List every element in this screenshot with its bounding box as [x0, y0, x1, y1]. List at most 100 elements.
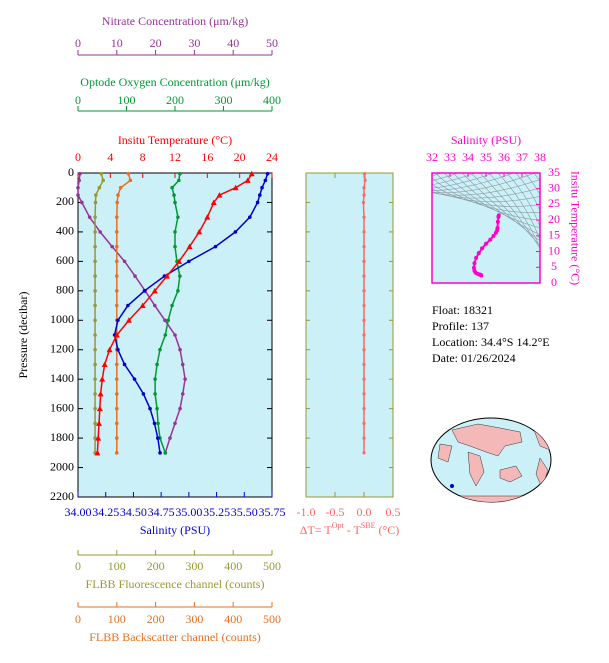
- y-tick-label: 25: [548, 196, 560, 210]
- y-tick-label: 1400: [50, 371, 74, 385]
- y-axis-title: Pressure (decibar): [16, 292, 30, 379]
- density-contour: [432, 173, 536, 194]
- marker: [362, 186, 366, 190]
- marker: [93, 362, 97, 367]
- x-tick-label: 16: [201, 150, 213, 164]
- density-contour: [479, 173, 540, 249]
- x-tick-label: 4: [107, 150, 113, 164]
- density-contour: [506, 173, 540, 229]
- x-tick-label: 100: [108, 612, 126, 626]
- float-location: [450, 484, 454, 488]
- x-tick-label: 400: [224, 559, 242, 573]
- density-contour: [432, 188, 540, 203]
- marker: [168, 436, 172, 440]
- marker: [363, 178, 367, 182]
- x-tick-label: 35.75: [259, 505, 286, 519]
- y-tick-label: 35: [548, 165, 560, 179]
- marker: [163, 273, 170, 279]
- marker: [93, 259, 97, 264]
- marker: [133, 274, 137, 278]
- x-tick-label: 300: [185, 612, 203, 626]
- marker: [362, 377, 366, 381]
- profile-line: [96, 173, 253, 453]
- marker: [178, 274, 182, 278]
- marker: [99, 376, 106, 382]
- marker: [362, 451, 366, 455]
- x-tick-label: 400: [224, 612, 242, 626]
- marker: [115, 259, 119, 264]
- marker: [93, 406, 97, 411]
- x-tick-label: 200: [147, 559, 165, 573]
- marker: [93, 436, 97, 440]
- x-axis-title: Salinity (PSU): [451, 133, 521, 147]
- density-contour: [461, 173, 540, 242]
- density-contour: [452, 173, 540, 235]
- marker: [94, 193, 98, 197]
- x-axis-title-part: SBE: [361, 521, 376, 530]
- y-tick-label: 0: [68, 165, 74, 179]
- ts-marker: [491, 233, 496, 238]
- marker: [362, 362, 366, 367]
- ts-marker: [476, 251, 481, 256]
- ts-marker: [496, 215, 501, 219]
- marker: [186, 243, 193, 250]
- marker: [176, 215, 180, 219]
- marker: [87, 215, 92, 219]
- profile-line: [116, 173, 132, 453]
- marker: [244, 177, 251, 183]
- marker: [362, 318, 366, 322]
- marker: [95, 435, 102, 441]
- marker: [122, 259, 127, 264]
- x-tick-label: 500: [263, 612, 281, 626]
- marker: [362, 392, 366, 396]
- x-axis-title: FLBB Backscatter channel (counts): [89, 630, 261, 644]
- marker: [93, 377, 97, 381]
- marker: [210, 199, 217, 205]
- marker: [115, 200, 119, 205]
- marker: [141, 392, 146, 396]
- x-tick-label: 12: [169, 150, 181, 164]
- density-contour: [515, 173, 540, 212]
- y-tick-label: 200: [56, 194, 74, 208]
- marker: [116, 347, 120, 352]
- density-contour: [432, 173, 515, 191]
- marker: [93, 230, 97, 234]
- marker: [115, 421, 119, 426]
- ts-marker: [488, 237, 493, 242]
- marker: [362, 436, 366, 440]
- x-tick-label: 38: [534, 150, 546, 164]
- marker: [93, 392, 97, 396]
- marker: [213, 244, 218, 249]
- density-contours: [432, 173, 540, 249]
- marker: [178, 406, 182, 411]
- density-contour: [434, 173, 540, 221]
- marker: [139, 302, 146, 309]
- marker: [173, 421, 177, 426]
- marker: [233, 230, 238, 234]
- marker: [196, 228, 203, 235]
- y-tick-label: 1000: [50, 312, 74, 326]
- y-tick-label: 1200: [50, 341, 74, 355]
- x-tick-label: 8: [140, 150, 146, 164]
- marker: [163, 333, 168, 337]
- marker: [113, 332, 120, 338]
- y-tick-label: 5: [551, 259, 557, 273]
- marker: [93, 215, 97, 219]
- marker: [118, 185, 123, 190]
- marker: [177, 178, 181, 183]
- marker: [362, 348, 366, 352]
- x-tick-label: 33: [444, 150, 456, 164]
- marker: [180, 392, 185, 396]
- profile-line: [113, 173, 269, 453]
- marker: [178, 171, 182, 176]
- marker: [110, 244, 114, 249]
- marker: [122, 362, 127, 367]
- x-tick-label: 0.5: [386, 505, 401, 519]
- ts-marker: [472, 261, 477, 266]
- marker: [173, 200, 177, 205]
- marker: [153, 303, 157, 308]
- marker: [76, 185, 80, 190]
- y-tick-label: 1600: [50, 400, 74, 414]
- marker: [142, 289, 147, 293]
- x-tick-label: 100: [108, 559, 126, 573]
